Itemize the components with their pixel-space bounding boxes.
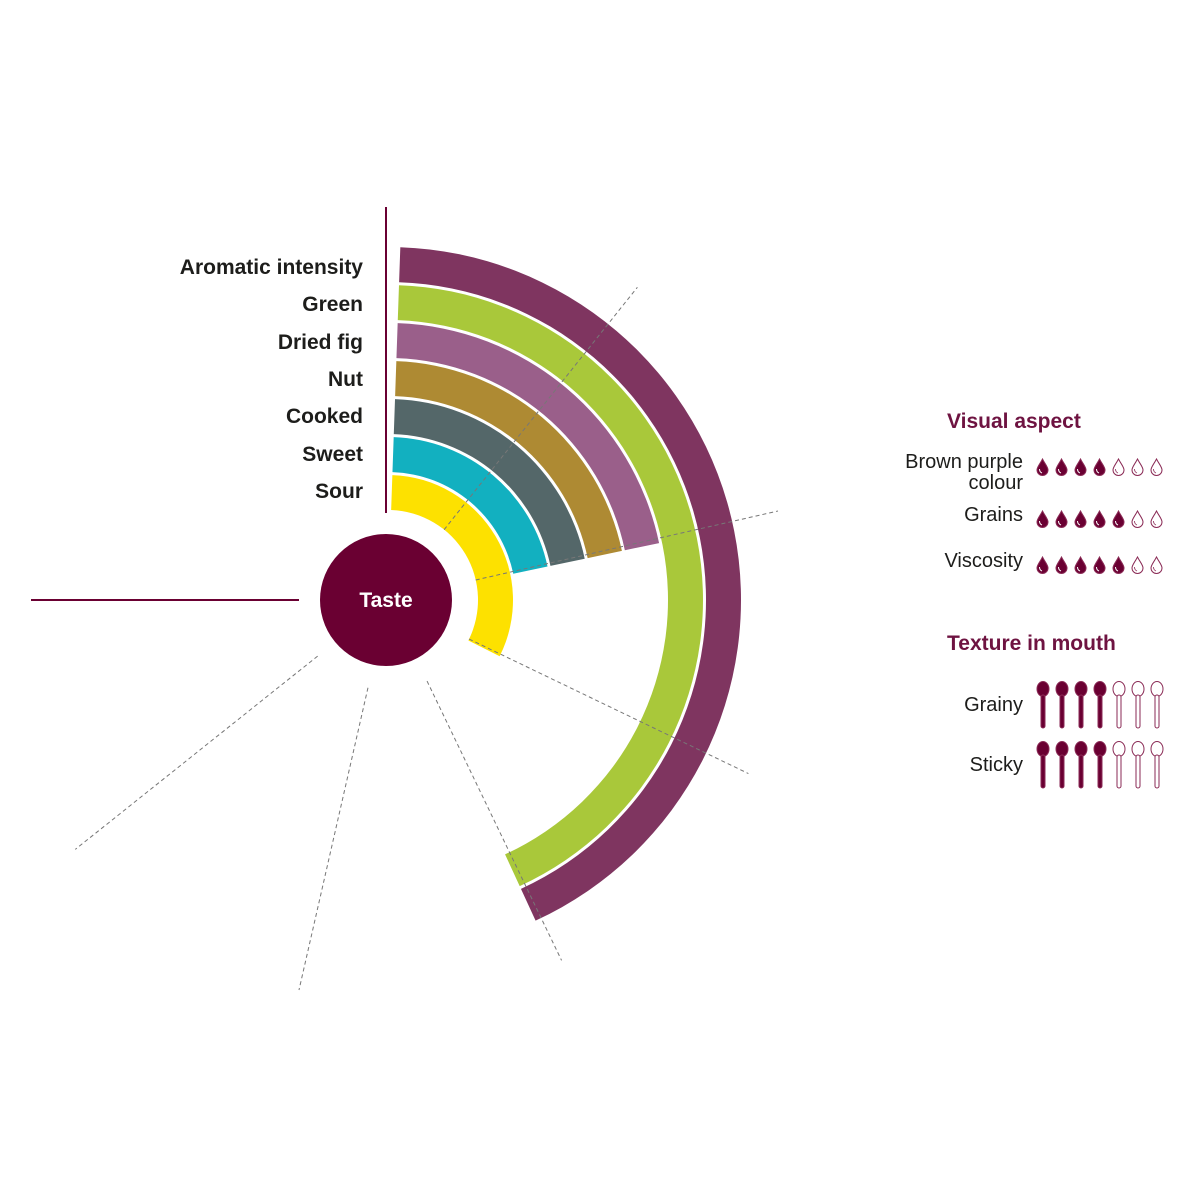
visual-aspect-title: Visual aspect: [947, 410, 1081, 433]
category-label: Aromatic intensity: [179, 256, 363, 279]
filled-spoon-icon: [1093, 741, 1107, 793]
empty-drop-icon: [1131, 457, 1144, 480]
filled-spoon-icon: [1074, 681, 1088, 733]
texture-row-label: Grainy: [964, 694, 1023, 716]
filled-spoon-icon: [1074, 741, 1088, 793]
filled-drop-icon: [1112, 509, 1125, 532]
visual-row-label: Grains: [964, 504, 1023, 526]
band-nut: [395, 361, 622, 559]
filled-drop-icon: [1093, 457, 1106, 480]
filled-drop-icon: [1036, 509, 1049, 532]
center-circle: [320, 534, 452, 666]
spoke-line: [426, 680, 563, 961]
texture-title: Texture in mouth: [947, 632, 1116, 655]
filled-drop-icon: [1055, 457, 1068, 480]
empty-drop-icon: [1131, 509, 1144, 532]
center-label: Taste: [359, 589, 412, 612]
filled-drop-icon: [1036, 457, 1049, 480]
band-sour: [391, 475, 513, 657]
category-label: Cooked: [285, 405, 363, 429]
filled-drop-icon: [1074, 457, 1087, 480]
spoon-rating: [1036, 741, 1169, 794]
spoke-line: [298, 687, 369, 991]
filled-spoon-icon: [1055, 741, 1069, 793]
spoke-line: [475, 510, 779, 581]
filled-drop-icon: [1093, 509, 1106, 532]
band-cooked: [393, 399, 585, 566]
filled-spoon-icon: [1055, 681, 1069, 733]
spoke-line: [468, 638, 749, 775]
empty-drop-icon: [1131, 555, 1144, 578]
empty-spoon-icon: [1150, 681, 1164, 733]
filled-drop-icon: [1093, 555, 1106, 578]
filled-drop-icon: [1055, 555, 1068, 578]
spoke-line: [443, 286, 638, 530]
empty-spoon-icon: [1112, 681, 1126, 733]
filled-drop-icon: [1112, 555, 1125, 578]
spoon-rating: [1036, 681, 1169, 734]
filled-spoon-icon: [1036, 681, 1050, 733]
band-sweet: [392, 437, 548, 574]
category-label: Nut: [328, 367, 363, 391]
visual-row-label: Viscosity: [944, 550, 1023, 572]
spoke-line: [74, 655, 318, 850]
category-label: Sweet: [302, 442, 363, 466]
filled-drop-icon: [1055, 509, 1068, 532]
empty-drop-icon: [1150, 555, 1163, 578]
empty-drop-icon: [1150, 509, 1163, 532]
visual-row-label: Brown purple colour: [905, 451, 1023, 494]
category-label: Dried fig: [277, 330, 363, 354]
filled-drop-icon: [1074, 509, 1087, 532]
empty-spoon-icon: [1131, 741, 1145, 793]
band-green: [397, 285, 703, 887]
empty-spoon-icon: [1112, 741, 1126, 793]
drop-rating: [1036, 509, 1169, 533]
category-label: Sour: [315, 479, 363, 503]
empty-drop-icon: [1150, 457, 1163, 480]
empty-drop-icon: [1112, 457, 1125, 480]
band-aromatic-intensity: [399, 247, 741, 921]
empty-spoon-icon: [1131, 681, 1145, 733]
texture-row-label: Sticky: [969, 754, 1023, 776]
filled-spoon-icon: [1036, 741, 1050, 793]
drop-rating: [1036, 555, 1169, 579]
filled-spoon-icon: [1093, 681, 1107, 733]
filled-drop-icon: [1036, 555, 1049, 578]
band-dried-fig: [396, 323, 660, 551]
category-label: Green: [302, 293, 363, 317]
empty-spoon-icon: [1150, 741, 1164, 793]
drop-rating: [1036, 457, 1169, 481]
filled-drop-icon: [1074, 555, 1087, 578]
